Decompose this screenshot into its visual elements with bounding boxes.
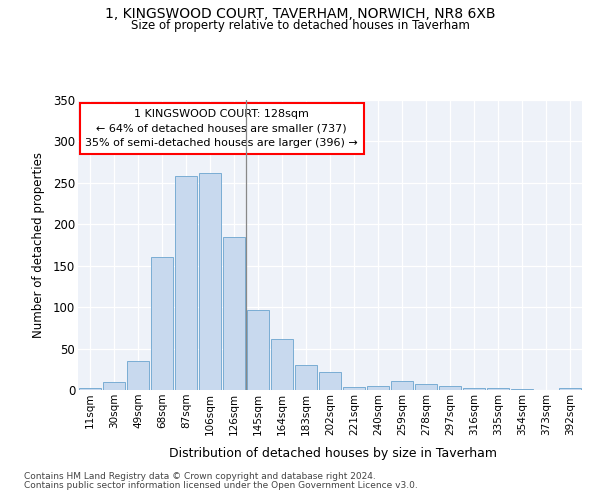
Bar [151,258,173,390]
Text: 1 KINGSWOOD COURT: 128sqm
← 64% of detached houses are smaller (737)
35% of semi: 1 KINGSWOOD COURT: 128sqm ← 64% of detac… [85,108,358,148]
Bar [295,365,317,390]
Bar [511,389,533,390]
Bar [343,386,365,390]
Bar [103,382,125,390]
Bar [175,176,197,390]
Text: Distribution of detached houses by size in Taverham: Distribution of detached houses by size … [169,448,497,460]
Bar [199,173,221,390]
Bar [271,338,293,390]
Bar [223,236,245,390]
Bar [79,388,101,390]
Bar [367,386,389,390]
Bar [439,386,461,390]
Text: 1, KINGSWOOD COURT, TAVERHAM, NORWICH, NR8 6XB: 1, KINGSWOOD COURT, TAVERHAM, NORWICH, N… [105,8,495,22]
Text: Contains public sector information licensed under the Open Government Licence v3: Contains public sector information licen… [24,481,418,490]
Bar [319,372,341,390]
Y-axis label: Number of detached properties: Number of detached properties [32,152,44,338]
Bar [247,310,269,390]
Bar [559,388,581,390]
Bar [391,381,413,390]
Text: Contains HM Land Registry data © Crown copyright and database right 2024.: Contains HM Land Registry data © Crown c… [24,472,376,481]
Bar [463,388,485,390]
Bar [487,388,509,390]
Bar [415,384,437,390]
Text: Size of property relative to detached houses in Taverham: Size of property relative to detached ho… [131,19,469,32]
Bar [127,361,149,390]
